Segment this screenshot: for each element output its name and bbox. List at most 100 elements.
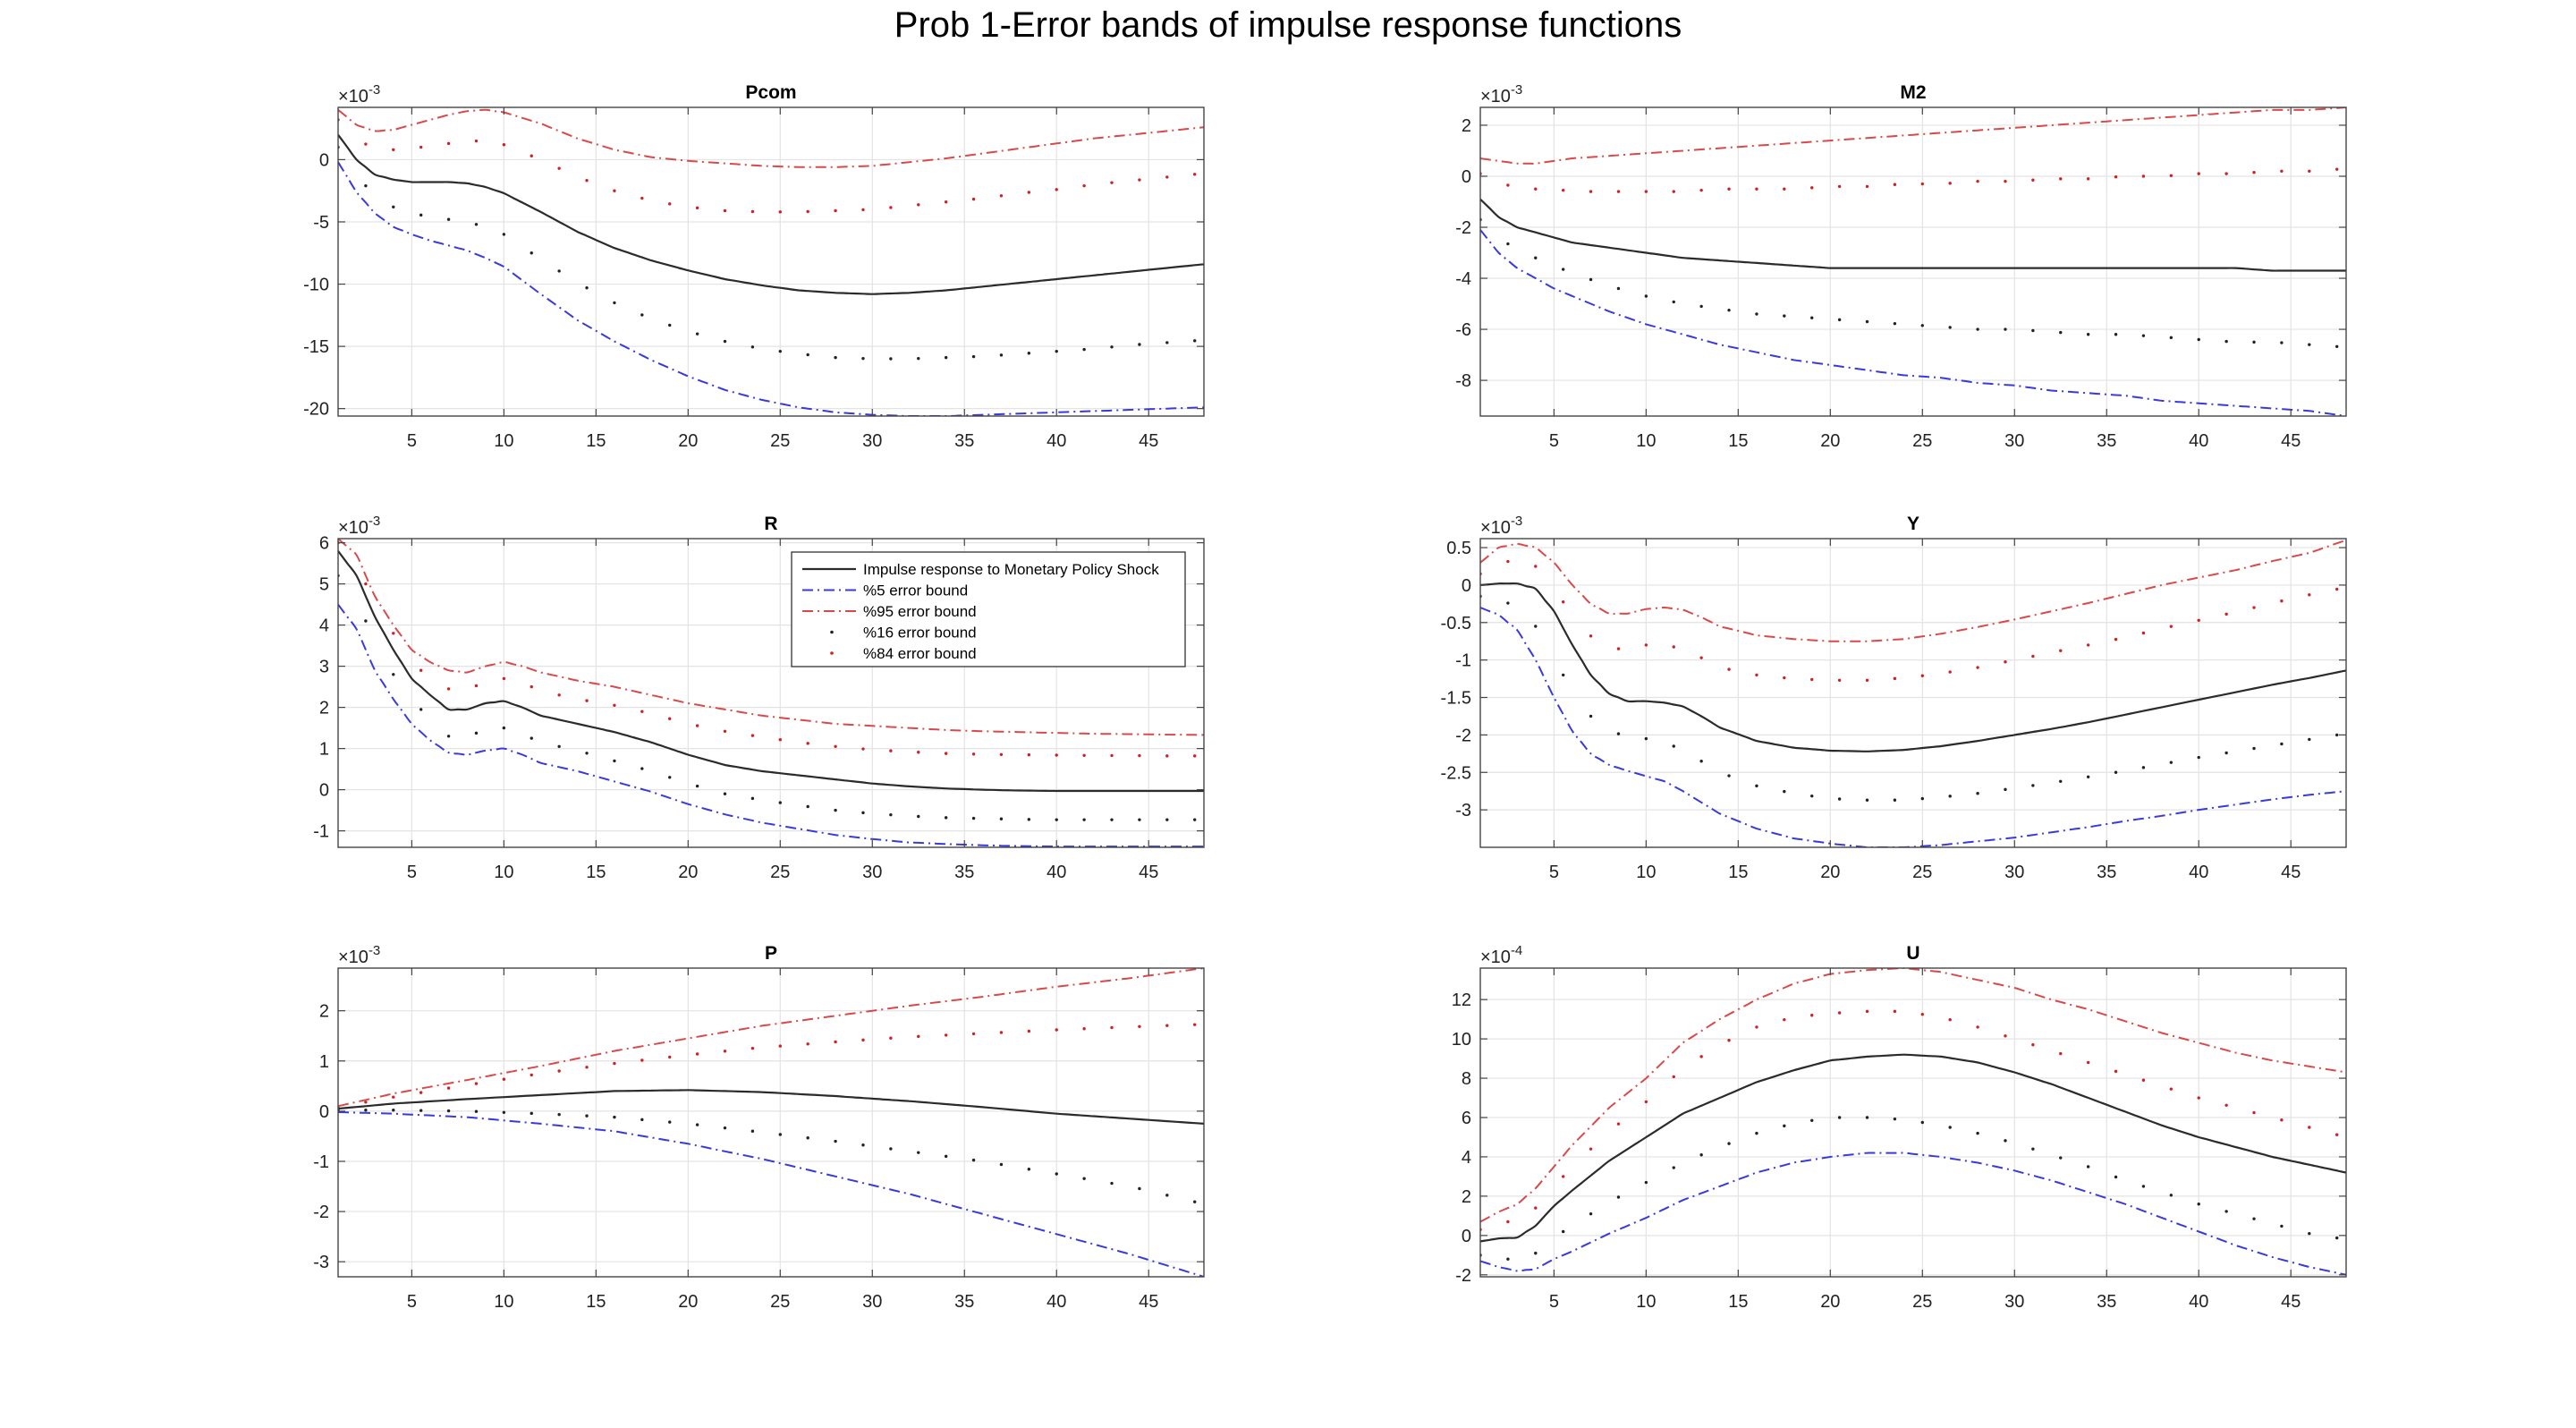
series-p84-point	[1616, 190, 1621, 193]
series-p84-point	[1082, 183, 1086, 188]
axis-exponent: ×10-3	[1480, 514, 1522, 538]
series-p84-point	[1893, 183, 1897, 186]
axis-exponent: ×10-3	[338, 943, 380, 967]
series-p84-point	[723, 1050, 727, 1053]
series-p16-point	[2224, 339, 2228, 344]
x-tick-label: 20	[1820, 431, 1840, 451]
x-tick-label: 45	[2281, 431, 2301, 451]
series-p16-point	[834, 808, 837, 812]
series-group	[338, 539, 1204, 847]
x-tick-label: 20	[1820, 1292, 1840, 1312]
axis-exponent-power: -3	[369, 514, 380, 529]
series-p16-point	[502, 1110, 506, 1114]
series-p16-point	[2252, 340, 2256, 344]
x-tick-label: 5	[1549, 863, 1559, 882]
x-tick-label: 30	[2004, 431, 2024, 451]
series-p84-point	[392, 632, 395, 635]
x-tick-label: 30	[2004, 1292, 2024, 1312]
series-p16-point	[1027, 352, 1031, 355]
series-p84-point	[530, 1073, 533, 1077]
series-p84-point	[364, 1101, 368, 1104]
series-p84-point	[2197, 618, 2200, 622]
y-tick-label: 0	[1462, 576, 1471, 596]
y-tick-label: 0	[319, 150, 329, 170]
series-p16-point	[1589, 1211, 1593, 1216]
series-p16-point	[613, 1115, 616, 1119]
series-p16-point	[474, 223, 479, 226]
series-p84-point	[2059, 1051, 2063, 1056]
y-tick-label: 6	[319, 534, 329, 554]
series-p84-point	[1165, 754, 1169, 758]
series-p16-point	[1027, 1168, 1031, 1171]
series-p84-point	[1082, 753, 1086, 758]
series-p16-point	[1082, 818, 1086, 821]
y-tick-label: -1	[313, 1152, 329, 1172]
series-p84-point	[530, 684, 533, 689]
series-p16-point	[1644, 294, 1648, 298]
y-tick-label: -4	[1455, 269, 1471, 289]
x-tick-label: 45	[1139, 431, 1158, 451]
x-tick-label: 35	[954, 1292, 974, 1312]
axes-frame	[1479, 106, 2347, 417]
series-p84-point	[2059, 649, 2063, 652]
y-tick-label: -6	[1455, 320, 1471, 340]
series-p84-point	[446, 687, 451, 691]
series-p84-point	[1727, 187, 1731, 191]
y-tick-label: 0	[1462, 167, 1471, 187]
series-p16-point	[1699, 304, 1703, 309]
series-p84-point	[1672, 645, 1675, 649]
axis-exponent: ×10-3	[338, 82, 380, 106]
series-p84-point	[2031, 1043, 2035, 1047]
x-tick-label: 45	[1139, 1292, 1158, 1312]
series-p16-point	[1165, 818, 1169, 821]
y-tick-label: 8	[1462, 1069, 1471, 1089]
y-tick-label: 12	[1452, 990, 1471, 1010]
series-p84-point	[2335, 167, 2339, 171]
series-p84-point	[1534, 187, 1538, 191]
series-p84-point	[1589, 190, 1593, 193]
series-p84-point	[1589, 634, 1593, 638]
series-p84-point	[1755, 1025, 1758, 1029]
series-p84-point	[1561, 188, 1565, 192]
series-p16-point	[1837, 1116, 1842, 1119]
series-p16-point	[668, 323, 672, 327]
axis-exponent: ×10-3	[1480, 82, 1522, 106]
series-p16-point	[1699, 760, 1703, 763]
series-p84-point	[1193, 173, 1197, 176]
series-p84-point	[1561, 1175, 1565, 1178]
series-p16-point	[750, 345, 755, 349]
series-p16-point	[2114, 333, 2118, 336]
series-p84-point	[2059, 177, 2063, 181]
series-p84-point	[2280, 599, 2284, 603]
x-tick-label: 20	[678, 863, 698, 882]
series-p16-point	[971, 354, 976, 359]
series-p84-point	[1727, 1039, 1731, 1042]
x-tick-label: 30	[2004, 863, 2024, 882]
series-p16-point	[1810, 316, 1814, 319]
x-tick-label: 15	[586, 1292, 606, 1312]
series-p16-point	[474, 731, 479, 735]
series-p16-point	[1727, 1142, 1731, 1145]
plot-area	[1480, 539, 2346, 847]
series-p16-point	[917, 814, 920, 819]
series-p16-point	[2252, 746, 2256, 751]
series-p84-point	[1699, 1055, 1703, 1058]
plot-area	[338, 968, 1204, 1277]
series-p16-point	[944, 355, 948, 360]
series-p16-point	[364, 1109, 368, 1112]
panel-title: R	[764, 514, 777, 534]
series-p16-point	[1672, 300, 1675, 304]
series-p16-point	[557, 269, 561, 273]
series-p84-point	[723, 208, 727, 213]
series-p16-point	[1534, 625, 1538, 628]
series-p84-point	[861, 208, 865, 212]
series-p16-point	[1616, 286, 1621, 291]
series-p16-point	[2031, 784, 2035, 787]
series-p16-point	[971, 816, 976, 820]
series-p16-point	[1893, 798, 1897, 802]
series-p16-point	[1644, 736, 1648, 741]
y-tick-label: 0	[1462, 1227, 1471, 1246]
series-p84-point	[1055, 188, 1058, 191]
series-p16-point	[585, 1114, 589, 1118]
